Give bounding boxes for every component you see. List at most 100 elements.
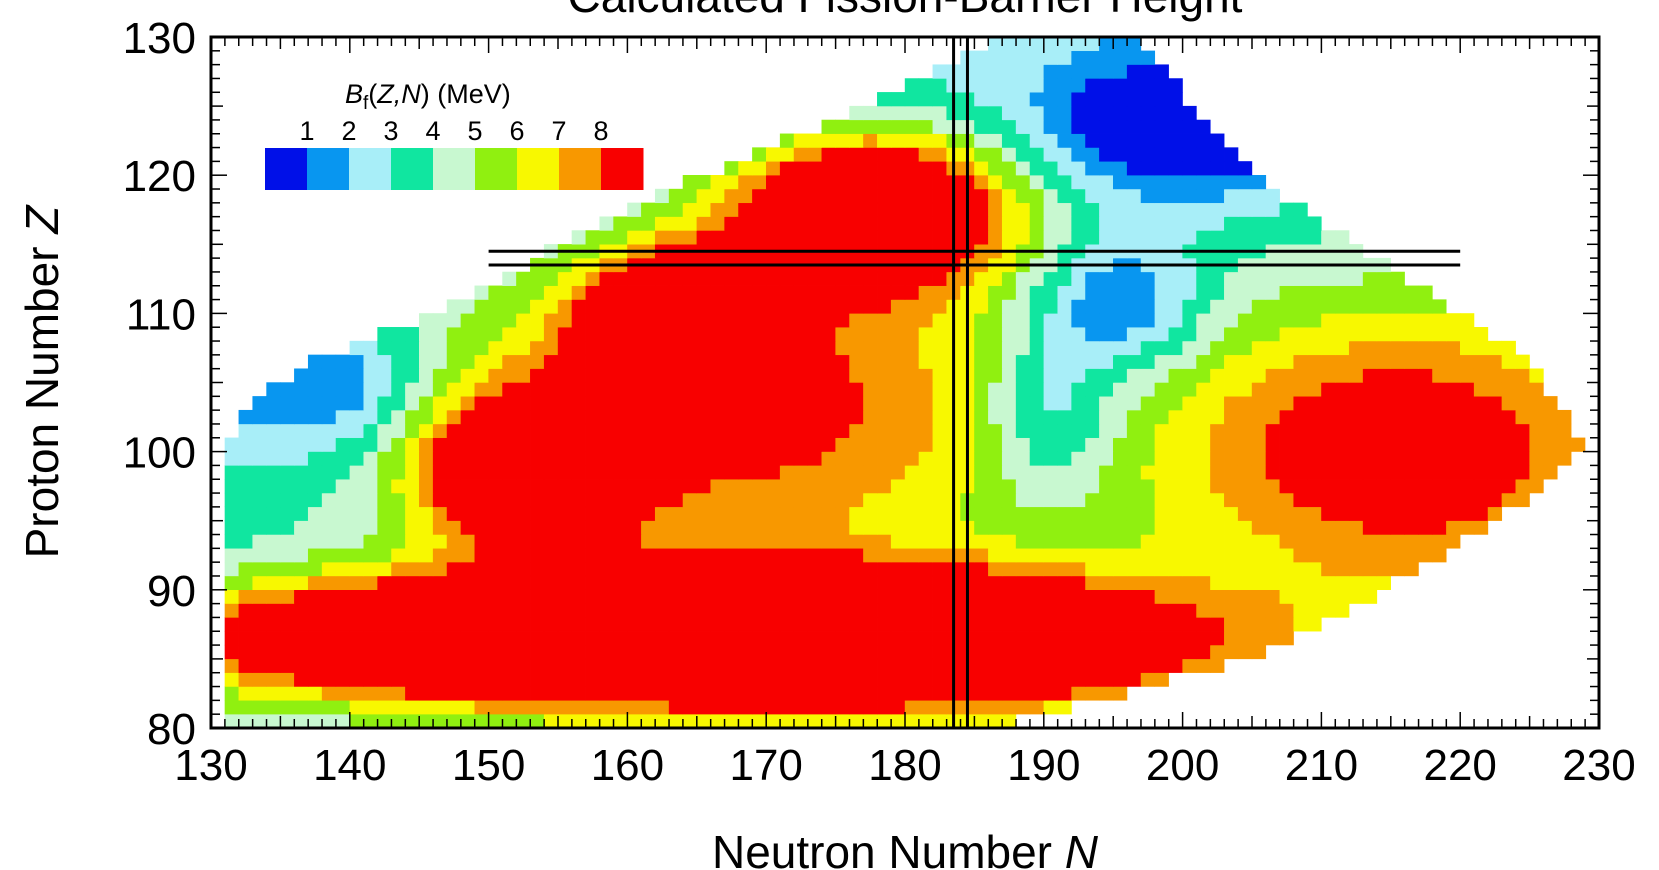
heatmap-cell xyxy=(932,382,947,397)
heatmap-cell xyxy=(807,631,822,646)
heatmap-cell xyxy=(530,492,545,508)
heatmap-cell xyxy=(335,479,350,494)
heatmap-cell xyxy=(571,423,586,438)
heatmap-cell xyxy=(668,327,684,342)
heatmap-cell xyxy=(779,299,795,314)
heatmap-cell xyxy=(349,520,364,535)
heatmap-cell xyxy=(516,465,531,480)
heatmap-cell xyxy=(904,644,920,660)
heatmap-cell xyxy=(724,451,739,466)
x-tick-label: 180 xyxy=(868,741,941,790)
heatmap-cell xyxy=(391,534,406,549)
heatmap-cell xyxy=(488,382,503,397)
x-tick-labels: 130 140 150 160 170 180 190 200 210 220 230 xyxy=(174,741,1635,790)
heatmap-cell xyxy=(1057,147,1072,162)
heatmap-cell xyxy=(641,465,656,480)
heatmap-cell xyxy=(835,175,850,190)
heatmap-cell xyxy=(446,299,462,314)
heatmap-cell xyxy=(793,230,809,245)
x-tick-label: 190 xyxy=(1007,741,1080,790)
heatmap-cell xyxy=(1099,437,1114,452)
heatmap-cell xyxy=(1446,340,1461,356)
heatmap-cell xyxy=(280,548,295,563)
heatmap-cell xyxy=(1043,64,1058,79)
heatmap-cell xyxy=(1071,368,1086,383)
heatmap-cell xyxy=(849,520,864,535)
heatmap-cell xyxy=(1224,451,1239,466)
heatmap-cell xyxy=(557,409,573,425)
heatmap-cell xyxy=(1196,382,1211,397)
heatmap-cell xyxy=(1043,396,1058,411)
colorbar-tick-label: 2 xyxy=(341,116,356,146)
heatmap-cell xyxy=(793,327,809,342)
heatmap-cell xyxy=(1335,548,1350,563)
heatmap-cell xyxy=(863,631,878,646)
heatmap-cell xyxy=(557,271,573,286)
heatmap-cell xyxy=(766,354,781,369)
heatmap-cell xyxy=(557,423,573,438)
heatmap-cell xyxy=(654,396,670,411)
heatmap-cell xyxy=(530,713,545,729)
heatmap-cell xyxy=(1126,368,1142,383)
heatmap-cell xyxy=(1029,631,1044,646)
heatmap-cell xyxy=(1279,575,1294,590)
heatmap-cell xyxy=(335,713,350,729)
heatmap-cell xyxy=(1293,589,1308,604)
heatmap-cell xyxy=(1015,327,1031,342)
heatmap-cell xyxy=(599,561,614,577)
heatmap-cell xyxy=(1071,105,1086,121)
heatmap-cell xyxy=(1224,285,1239,300)
heatmap-cell xyxy=(419,423,434,438)
heatmap-cell xyxy=(821,520,836,535)
heatmap-cell xyxy=(599,409,614,425)
heatmap-cell xyxy=(1251,271,1267,286)
heatmap-cell xyxy=(252,575,267,590)
heatmap-cell xyxy=(627,285,642,300)
heatmap-cell xyxy=(1376,396,1391,411)
heatmap-cell xyxy=(349,423,364,438)
heatmap-cell xyxy=(904,548,920,563)
heatmap-cell xyxy=(391,340,406,356)
heatmap-cell xyxy=(696,382,711,397)
heatmap-cell xyxy=(752,479,767,494)
heatmap-cell xyxy=(335,396,350,411)
heatmap-cell xyxy=(1307,216,1322,231)
heatmap-cell xyxy=(1265,188,1280,204)
heatmap-cell xyxy=(266,548,281,563)
heatmap-cell xyxy=(1057,423,1072,438)
heatmap-cell xyxy=(988,147,1003,162)
heatmap-cell xyxy=(1390,465,1405,480)
heatmap-cell xyxy=(419,548,434,563)
heatmap-cell xyxy=(1099,175,1114,190)
heatmap-cell xyxy=(877,133,892,148)
heatmap-cell xyxy=(793,589,809,604)
heatmap-cell xyxy=(1029,285,1044,300)
heatmap-cell xyxy=(890,202,906,217)
heatmap-cell xyxy=(918,686,933,701)
heatmap-cell xyxy=(1043,617,1058,632)
heatmap-cell xyxy=(321,479,337,494)
heatmap-cell xyxy=(890,492,906,508)
heatmap-cell xyxy=(224,520,239,535)
heatmap-cell xyxy=(1237,631,1253,646)
heatmap-cell xyxy=(807,327,822,342)
heatmap-cell xyxy=(1099,561,1114,577)
heatmap-cell xyxy=(1196,409,1211,425)
heatmap-cell xyxy=(1043,175,1058,190)
heatmap-cell xyxy=(460,327,475,342)
heatmap-cell xyxy=(1001,534,1017,549)
heatmap-cell xyxy=(1071,161,1086,176)
heatmap-cell xyxy=(627,534,642,549)
heatmap-cell xyxy=(1335,285,1350,300)
heatmap-cell xyxy=(932,465,947,480)
heatmap-cell xyxy=(613,713,628,729)
heatmap-cell xyxy=(1473,520,1489,535)
heatmap-cell xyxy=(821,409,836,425)
heatmap-cell xyxy=(1362,396,1378,411)
heatmap-cell xyxy=(432,354,448,369)
heatmap-cell xyxy=(932,603,947,618)
heatmap-cell xyxy=(890,368,906,383)
heatmap-cell xyxy=(1154,216,1169,231)
heatmap-cell xyxy=(793,561,809,577)
